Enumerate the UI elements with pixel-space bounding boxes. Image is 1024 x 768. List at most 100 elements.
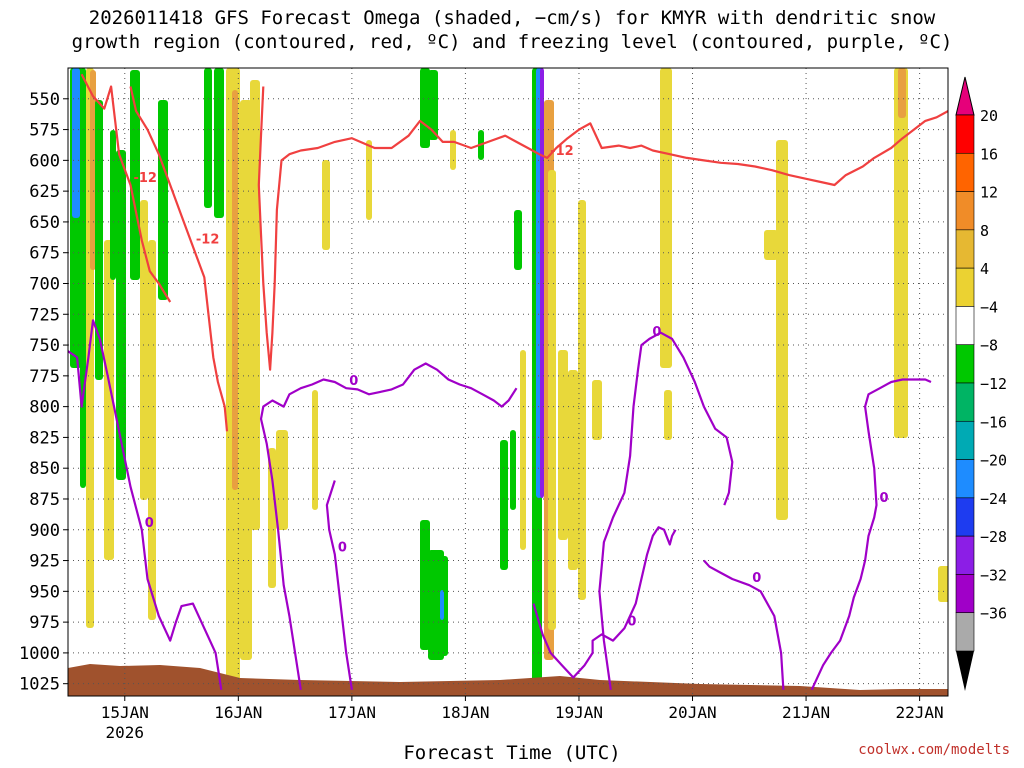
omega-shade-band	[420, 520, 430, 650]
chart-title-line2: growth region (contoured, red, ºC) and f…	[71, 31, 953, 53]
chart-title-line1: 2026011418 GFS Forecast Omega (shaded, −…	[88, 7, 936, 29]
y-tick-label: 575	[29, 121, 60, 141]
y-tick-label: 975	[29, 613, 60, 633]
omega-shade-band	[510, 430, 516, 510]
colorbar-label: −16	[980, 413, 1007, 431]
x-tick-label: 21JAN	[782, 703, 830, 722]
y-tick-label: 825	[29, 428, 60, 448]
freezing-level-contour	[532, 526, 677, 679]
contour-label: 0	[627, 614, 636, 629]
colorbar-segment	[955, 382, 975, 422]
colorbar-segment	[955, 497, 975, 537]
colorbar-label: 16	[980, 145, 998, 163]
dendritic-zone-contour	[80, 73, 172, 303]
freezing-level-contour	[68, 319, 223, 690]
omega-shade-band	[250, 80, 260, 530]
colorbar-segment	[955, 344, 975, 384]
y-tick-label: 650	[29, 213, 60, 233]
x-tick-label: 15JAN	[101, 703, 149, 722]
colorbar-segment	[955, 459, 975, 499]
credit-text: coolwx.com/modelts	[858, 742, 1010, 758]
x-tick-label: 18JAN	[441, 703, 489, 722]
omega-shade-band	[548, 170, 556, 630]
plot-area: -12 -12 -12 0 0 0 0 0 0 0	[68, 68, 948, 696]
omega-shade-band	[116, 150, 126, 480]
colorbar-label: −24	[980, 490, 1007, 508]
y-tick-label: 700	[29, 274, 60, 294]
contour-label: 0	[338, 540, 347, 555]
contour-label: -12	[133, 171, 157, 186]
omega-shade-band	[764, 230, 778, 260]
colorbar-segment	[955, 152, 975, 192]
omega-shade-band	[148, 240, 156, 620]
colorbar-top-triangle	[955, 76, 975, 116]
freezing-level-contour	[259, 362, 518, 690]
colorbar-label: −36	[980, 605, 1007, 623]
colorbar-label: 20	[980, 107, 998, 125]
omega-shade-band	[440, 590, 444, 620]
omega-shade-band	[80, 68, 86, 488]
plot-background	[68, 68, 948, 696]
x-tick-label: 19JAN	[555, 703, 603, 722]
contour-label: 0	[652, 325, 661, 340]
colorbar-label: −12	[980, 375, 1007, 393]
x-tick-sublabel: 2026	[106, 723, 145, 742]
y-tick-label: 1000	[19, 644, 60, 664]
contour-label: 0	[349, 374, 358, 389]
colorbar-segment	[955, 114, 975, 154]
colorbar-segment	[955, 229, 975, 269]
omega-shade-band	[268, 448, 276, 588]
omega-shade-band	[450, 130, 456, 170]
colorbar-bottom-triangle	[956, 651, 974, 691]
colorbar-label: −32	[980, 566, 1007, 584]
surface-terrain	[68, 664, 948, 696]
x-tick-label: 17JAN	[328, 703, 376, 722]
contour-label: 0	[879, 491, 888, 506]
omega-shade-band	[366, 140, 372, 220]
omega-shade-band	[104, 240, 114, 560]
omega-shade-band	[592, 380, 602, 440]
omega-shade-band	[660, 68, 672, 368]
omega-shade-band	[514, 210, 522, 270]
colorbar-label: −20	[980, 452, 1007, 470]
omega-shade-band	[568, 370, 578, 570]
y-tick-label: 900	[29, 521, 60, 541]
omega-shade-band	[158, 100, 168, 300]
omega-shade-band	[428, 70, 438, 140]
colorbar-label: 12	[980, 184, 998, 202]
contour-label: -12	[196, 233, 220, 248]
y-tick-label: 725	[29, 305, 60, 325]
omega-shade-band	[664, 390, 672, 440]
dendritic-zone-contour	[129, 86, 229, 432]
omega-shade-band	[110, 130, 116, 280]
colorbar-segment	[955, 191, 975, 231]
omega-shade-band	[898, 68, 906, 118]
contour-label: 0	[752, 571, 761, 586]
contour-label: -12	[550, 144, 574, 159]
omega-shade-band	[204, 68, 212, 208]
y-tick-label: 950	[29, 582, 60, 602]
freezing-level-contour	[325, 480, 353, 690]
colorbar-segment	[955, 535, 975, 575]
y-tick-label: 925	[29, 552, 60, 572]
omega-shade-band	[312, 390, 318, 510]
y-tick-label: 800	[29, 398, 60, 418]
y-tick-label: 750	[29, 336, 60, 356]
omega-shade-band	[776, 140, 788, 520]
y-tick-label: 1025	[19, 675, 60, 695]
colorbar-label: −4	[980, 298, 998, 316]
omega-shade-band	[938, 566, 948, 602]
x-tick-label: 22JAN	[896, 703, 944, 722]
y-tick-label: 875	[29, 490, 60, 510]
colorbar-segment	[955, 420, 975, 460]
omega-shade-band	[214, 68, 224, 218]
x-axis-label: Forecast Time (UTC)	[403, 742, 621, 764]
omega-shade-band	[90, 70, 96, 270]
plot-content: -12 -12 -12 0 0 0 0 0 0 0	[68, 68, 948, 696]
omega-shade-band	[140, 200, 148, 500]
y-tick-label: 550	[29, 90, 60, 110]
colorbar-segment	[955, 574, 975, 614]
omega-shade-band	[322, 160, 330, 250]
colorbar-segment	[955, 306, 975, 346]
